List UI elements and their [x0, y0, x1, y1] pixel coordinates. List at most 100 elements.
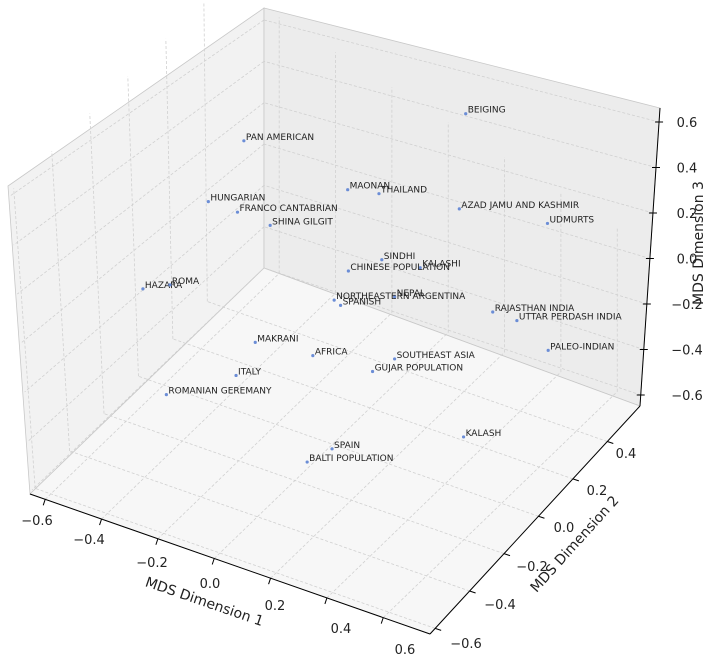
left-gridline-z [13, 61, 265, 246]
point-marker [393, 295, 397, 299]
point-marker [338, 303, 343, 307]
point-label: BEIGING [468, 106, 506, 116]
x-tick-mark [268, 578, 272, 585]
point-marker [242, 139, 246, 143]
data-point: GUJAR POPULATION [370, 363, 463, 374]
z-tick-label: −0.2 [671, 298, 703, 313]
data-point: AFRICA [311, 348, 348, 358]
data-point: PAN AMERICAN [242, 133, 314, 143]
point-label: CHINESE POPULATION [350, 263, 450, 273]
left-gridline-y [89, 113, 105, 414]
point-label: MAONAN [350, 182, 390, 192]
point-marker [311, 354, 315, 358]
point-marker [268, 223, 272, 228]
point-marker [393, 357, 397, 361]
point-marker [253, 340, 257, 344]
data-point: ITALY [234, 367, 261, 377]
x-tick-label: 0.0 [200, 577, 221, 592]
data-point: HUNGARIAN [206, 194, 265, 204]
x-tick-label: 0.2 [265, 599, 286, 614]
x-tick-mark [42, 499, 46, 506]
data-point: MAONAN [346, 182, 390, 192]
data-point: HAZARA [141, 281, 183, 291]
z-axis-label: MDS Dimension 3 [691, 181, 707, 305]
point-label: ROMANIAN GEREMANY [168, 387, 272, 397]
point-marker [545, 221, 550, 226]
z-axis-line [639, 107, 661, 407]
point-marker [346, 188, 350, 192]
y-tick-label: −0.6 [450, 637, 482, 652]
y-tick-label: −0.2 [516, 560, 548, 575]
y-tick-label: 0.2 [587, 484, 608, 499]
floor-gridline-y [207, 301, 608, 442]
floor-gridline-x [44, 273, 280, 500]
point-label: FRANCO CANTABRIAN [239, 204, 337, 214]
x-tick-label: −0.2 [136, 556, 168, 571]
left-gridline-z [31, 267, 265, 491]
point-marker [330, 447, 334, 451]
y-tick-mark [572, 478, 580, 482]
x-tick-mark [99, 518, 103, 526]
point-marker [464, 112, 468, 116]
data-point: ROMA [168, 277, 200, 287]
point-marker [234, 373, 238, 378]
point-label: PAN AMERICAN [246, 133, 314, 143]
left-gridline-y [13, 188, 36, 489]
floor-gridline-x [157, 312, 393, 540]
floor-gridline-y [172, 338, 574, 480]
left-gridline-y [165, 38, 174, 339]
back-gridline-z [263, 102, 654, 214]
gridlines [9, 1, 660, 629]
point-marker [491, 310, 495, 314]
y-tick-mark [503, 553, 511, 557]
z-tick-label: 0.6 [677, 116, 698, 131]
x-axis-line [29, 493, 431, 635]
left-gridline-y [127, 76, 139, 377]
left-gridline-y [203, 1, 208, 302]
point-marker [164, 393, 168, 397]
z-tick-label: −0.4 [671, 344, 703, 359]
data-point: AZAD JAMU AND KASHMIR [457, 201, 579, 211]
point-label: ROMA [172, 277, 200, 287]
left-gridline-y [51, 150, 70, 452]
data-point: ROMANIAN GEREMANY [164, 387, 272, 397]
x-tick-mark [211, 558, 215, 565]
x-tick-label: −0.4 [73, 533, 105, 548]
point-label: SOUTHEAST ASIA [397, 351, 476, 361]
x-tick-mark [324, 597, 328, 605]
data-point: UDMURTS [545, 215, 594, 226]
data-point: SHINA GILGIT [268, 217, 333, 228]
point-marker [332, 298, 336, 302]
data-point: CHINESE POPULATION [346, 263, 450, 273]
z-axis-ticks: 0.6 0.4 0.2 0.0 −0.2 −0.4 −0.6 [636, 116, 703, 404]
y-tick-mark [435, 627, 442, 631]
point-marker [461, 435, 466, 439]
floor-gridline-y [35, 488, 436, 629]
z-tick-label: −0.6 [671, 389, 703, 404]
y-tick-mark [607, 441, 614, 444]
point-marker [515, 318, 519, 323]
data-point: FRANCO CANTABRIAN [235, 204, 338, 214]
x-tick-label: 0.4 [331, 622, 352, 637]
point-label: SHINA GILGIT [272, 217, 333, 227]
floor-gridline-x [326, 371, 562, 599]
point-label: BALTI POPULATION [309, 454, 393, 464]
point-label: RAJASTHAN INDIA [495, 304, 575, 314]
floor-gridline-y [103, 413, 505, 555]
data-point: THAILAND [377, 186, 427, 196]
point-marker [380, 258, 384, 262]
point-label: AZAD JAMU AND KASHMIR [461, 201, 579, 211]
y-axis-line [429, 405, 641, 635]
floor-gridline-y [138, 375, 539, 517]
left-gridline-z [17, 102, 265, 295]
point-marker [370, 369, 375, 374]
floor-gridline-x [101, 292, 336, 520]
point-label: PALEO-INDIAN [550, 342, 614, 352]
data-point: SPANISH [338, 297, 381, 307]
point-label: SPAIN [334, 441, 360, 451]
z-tick-label: 0.2 [677, 207, 698, 222]
point-marker [546, 348, 550, 352]
y-tick-mark [538, 515, 545, 519]
